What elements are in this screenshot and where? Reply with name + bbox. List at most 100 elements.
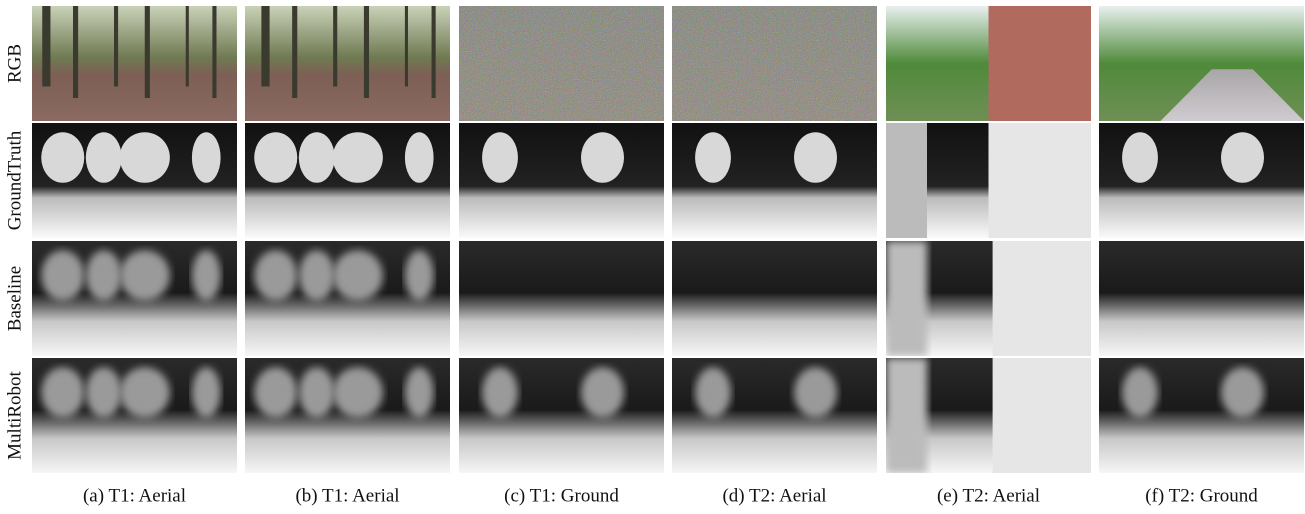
- tree-trunk: [405, 6, 408, 87]
- caption: (d) T2: Aerial: [722, 485, 826, 506]
- image-content: [672, 358, 877, 473]
- tree-depth: [120, 132, 170, 183]
- depth-left: [886, 123, 927, 238]
- noise: [459, 6, 664, 121]
- image-content: [886, 241, 1095, 356]
- tree-depth: [120, 250, 170, 301]
- image-panel: [245, 241, 450, 356]
- tree-depth: [41, 367, 84, 418]
- image-content: [1099, 358, 1304, 473]
- tree-depth: [333, 250, 383, 301]
- image-panel: [245, 123, 450, 238]
- depth-wall: [993, 358, 1096, 473]
- tree-depth: [86, 132, 122, 183]
- image-panel: [1099, 6, 1304, 121]
- depth-left: [886, 358, 927, 473]
- tree-trunk: [261, 6, 269, 87]
- image-content: [245, 241, 450, 356]
- tree-trunk: [364, 6, 369, 98]
- tree-trunk: [73, 6, 78, 98]
- photo-bg: [32, 6, 237, 121]
- tree-trunk: [212, 6, 216, 98]
- tree-depth: [333, 367, 383, 418]
- image-content: [886, 358, 1095, 473]
- tree-depth: [41, 132, 84, 183]
- tree-depth: [1221, 367, 1264, 418]
- image-panel: [459, 358, 664, 473]
- tree-trunk: [114, 6, 118, 87]
- tree-depth: [695, 132, 731, 183]
- figure: RGBGroundTruthBaselineMultiRobot(a) T1: …: [0, 0, 1305, 514]
- tree-depth: [254, 250, 297, 301]
- image-content: [32, 123, 237, 238]
- image-panel: [672, 123, 877, 238]
- image-content: [672, 6, 877, 121]
- image-panel: [32, 123, 237, 238]
- tree-depth: [192, 367, 221, 418]
- tree-depth: [482, 132, 518, 183]
- caption: (a) T1: Aerial: [83, 485, 186, 506]
- tree-depth: [405, 132, 434, 183]
- image-panel: [672, 358, 877, 473]
- tree-depth: [581, 132, 624, 183]
- row-label: GroundTruth: [4, 130, 25, 230]
- tree-depth: [192, 250, 221, 301]
- tree-depth: [299, 367, 335, 418]
- tree-depth: [333, 132, 383, 183]
- tree-depth: [482, 367, 518, 418]
- tree-trunk: [292, 6, 297, 98]
- tree-depth: [695, 367, 731, 418]
- tree-depth: [794, 132, 837, 183]
- image-panel: [1099, 123, 1304, 238]
- image-panel: [459, 241, 664, 356]
- image-panel: [886, 241, 1095, 356]
- noise: [672, 6, 877, 121]
- photo-bg: [245, 6, 450, 121]
- tree-depth: [41, 250, 84, 301]
- tree-depth: [120, 367, 170, 418]
- image-panel: [32, 241, 237, 356]
- image-content: [32, 241, 237, 356]
- tree-depth: [405, 367, 434, 418]
- depth-bg: [1099, 241, 1304, 356]
- image-content: [672, 241, 877, 356]
- tree-depth: [299, 132, 335, 183]
- tree-depth: [254, 367, 297, 418]
- image-content: [245, 123, 450, 238]
- image-content: [886, 123, 1091, 238]
- tree-depth: [794, 367, 837, 418]
- tree-trunk: [333, 6, 337, 87]
- image-panel: [32, 6, 237, 121]
- caption: (f) T2: Ground: [1145, 485, 1258, 506]
- image-content: [459, 241, 664, 356]
- image-panel: [886, 358, 1095, 473]
- caption: (c) T1: Ground: [504, 485, 619, 506]
- image-panel: [459, 123, 664, 238]
- image-panel: [1099, 358, 1304, 473]
- image-panel: [32, 358, 237, 473]
- wall: [989, 6, 1092, 121]
- image-panel: [672, 6, 877, 121]
- tree-trunk: [145, 6, 150, 98]
- depth-bg: [459, 241, 664, 356]
- image-panel: [245, 358, 450, 473]
- tree-depth: [192, 132, 221, 183]
- image-panel: [459, 6, 664, 121]
- image-content: [1099, 123, 1304, 238]
- image-content: [32, 6, 237, 121]
- tree-depth: [299, 250, 335, 301]
- row-label: MultiRobot: [4, 370, 25, 459]
- tree-depth: [405, 250, 434, 301]
- tree-depth: [86, 367, 122, 418]
- image-content: [1099, 6, 1304, 121]
- tree-trunk: [42, 6, 50, 87]
- caption: (e) T2: Aerial: [937, 485, 1040, 506]
- row-label: Baseline: [4, 266, 25, 331]
- depth-left: [886, 241, 927, 356]
- image-panel: [1099, 241, 1304, 356]
- tree-trunk: [186, 6, 189, 87]
- image-panel: [886, 123, 1091, 238]
- depth-wall: [993, 241, 1096, 356]
- tree-trunk: [432, 6, 436, 98]
- tree-depth: [254, 132, 297, 183]
